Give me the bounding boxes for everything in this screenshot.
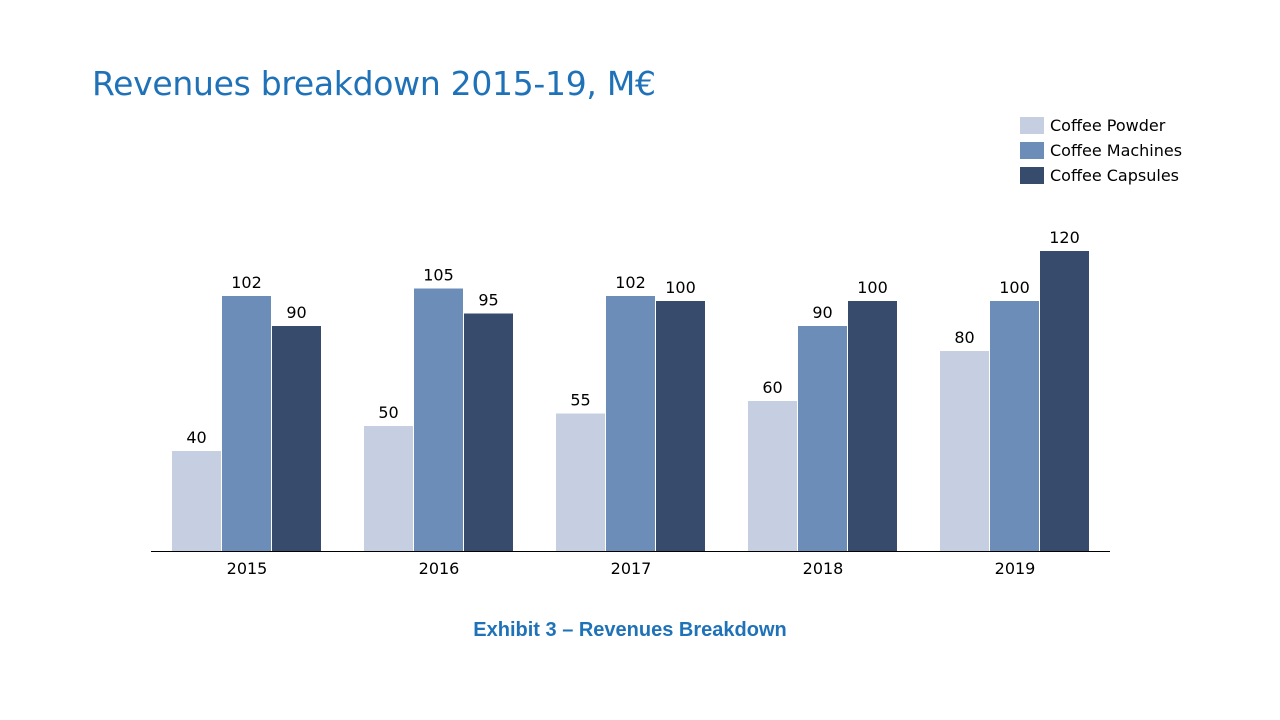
- data-label-coffee-machines-2016: 105: [423, 266, 454, 285]
- bar-coffee-powder-2018: [748, 401, 797, 551]
- data-label-coffee-powder-2016: 50: [378, 403, 398, 422]
- chart-legend: Coffee Powder Coffee Machines Coffee Cap…: [1020, 113, 1182, 188]
- data-label-coffee-capsules-2018: 100: [857, 278, 888, 297]
- data-label-coffee-powder-2018: 60: [762, 378, 782, 397]
- legend-item-coffee-capsules: Coffee Capsules: [1020, 163, 1182, 188]
- data-label-coffee-capsules-2017: 100: [665, 278, 696, 297]
- data-label-coffee-powder-2019: 80: [954, 328, 974, 347]
- bar-coffee-capsules-2017: [656, 301, 705, 551]
- x-tick-label-2016: 2016: [419, 559, 460, 578]
- x-tick-label-2019: 2019: [995, 559, 1036, 578]
- bar-coffee-powder-2015: [172, 451, 221, 551]
- data-label-coffee-machines-2015: 102: [231, 273, 262, 292]
- bar-coffee-capsules-2018: [848, 301, 897, 551]
- bar-coffee-capsules-2016: [464, 313, 513, 551]
- bar-coffee-machines-2016: [414, 288, 463, 551]
- bar-coffee-machines-2018: [798, 326, 847, 551]
- legend-label-coffee-powder: Coffee Powder: [1050, 116, 1166, 135]
- legend-item-coffee-machines: Coffee Machines: [1020, 138, 1182, 163]
- legend-swatch-coffee-machines: [1020, 142, 1044, 159]
- legend-swatch-coffee-powder: [1020, 117, 1044, 134]
- legend-label-coffee-machines: Coffee Machines: [1050, 141, 1183, 160]
- data-label-coffee-powder-2017: 55: [570, 391, 590, 410]
- data-label-coffee-capsules-2016: 95: [478, 291, 498, 310]
- bar-coffee-powder-2016: [364, 426, 413, 551]
- data-label-coffee-machines-2019: 100: [999, 278, 1030, 297]
- legend-swatch-coffee-capsules: [1020, 167, 1044, 184]
- bar-coffee-capsules-2019: [1040, 251, 1089, 551]
- bar-coffee-machines-2017: [606, 296, 655, 551]
- x-tick-label-2015: 2015: [227, 559, 268, 578]
- bar-coffee-powder-2019: [940, 351, 989, 551]
- data-label-coffee-capsules-2015: 90: [286, 303, 306, 322]
- data-label-coffee-capsules-2019: 120: [1049, 228, 1080, 247]
- x-tick-label-2018: 2018: [803, 559, 844, 578]
- page-title: Revenues breakdown 2015-19, M€: [92, 64, 656, 103]
- legend-item-coffee-powder: Coffee Powder: [1020, 113, 1182, 138]
- x-tick-label-2017: 2017: [611, 559, 652, 578]
- bar-coffee-machines-2015: [222, 296, 271, 551]
- bar-coffee-powder-2017: [556, 413, 605, 551]
- bar-coffee-capsules-2015: [272, 326, 321, 551]
- bar-coffee-machines-2019: [990, 301, 1039, 551]
- data-label-coffee-machines-2018: 90: [812, 303, 832, 322]
- data-label-coffee-powder-2015: 40: [186, 428, 206, 447]
- legend-label-coffee-capsules: Coffee Capsules: [1050, 166, 1179, 185]
- data-label-coffee-machines-2017: 102: [615, 273, 646, 292]
- exhibit-caption: Exhibit 3 – Revenues Breakdown: [473, 619, 787, 641]
